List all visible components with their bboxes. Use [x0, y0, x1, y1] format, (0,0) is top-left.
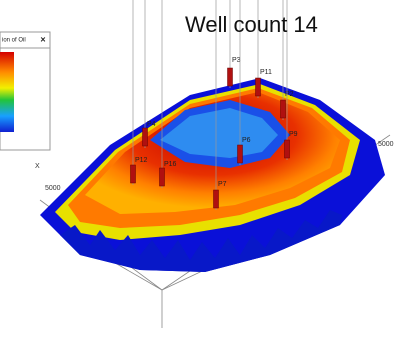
well-label: P12	[135, 157, 148, 164]
well-marker	[213, 189, 219, 209]
well-label: P16	[164, 161, 177, 168]
well-marker	[227, 67, 233, 87]
well-marker	[130, 164, 136, 184]
axis-label: 5000	[378, 141, 394, 148]
well-label: P4	[147, 121, 156, 128]
well-marker	[142, 127, 148, 147]
color-scale	[0, 52, 14, 132]
close-button[interactable]: ×	[40, 34, 45, 44]
well-label: P11	[260, 69, 272, 76]
well-label: P6	[242, 137, 251, 144]
axis-label: 5000	[45, 185, 61, 192]
well-marker	[284, 139, 290, 159]
wells: P3 P11 P2 P4 P9 P6 P12 P16 P7	[130, 0, 298, 210]
axis-label: X	[35, 163, 40, 170]
well-label: P3	[232, 57, 241, 64]
surface	[40, 78, 385, 272]
well-marker	[255, 77, 261, 97]
legend-title: ion of Oil	[2, 38, 26, 44]
well-marker	[237, 144, 243, 164]
well-label: P9	[289, 131, 298, 138]
well-label: P7	[218, 181, 227, 188]
legend: ion of Oil ×	[0, 31, 51, 151]
well-marker	[159, 167, 165, 187]
well-marker	[280, 99, 286, 119]
well-label: P2	[285, 91, 294, 98]
title: Well count 14	[185, 12, 318, 37]
